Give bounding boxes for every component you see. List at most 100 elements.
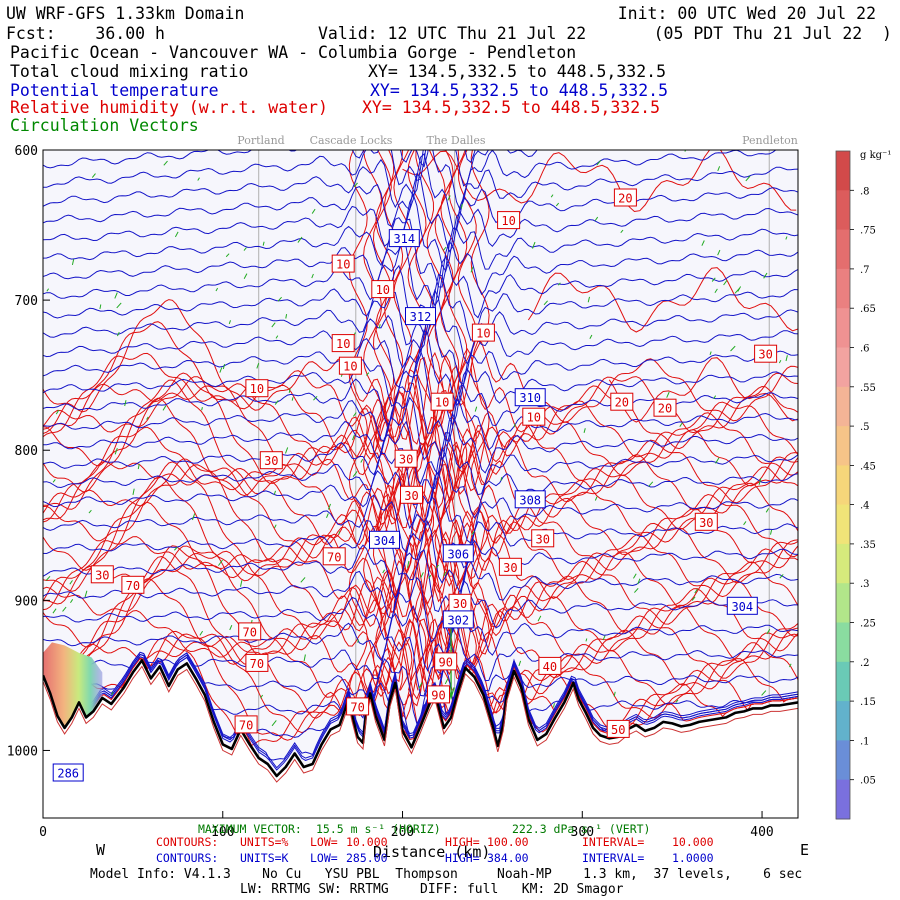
theta-contour-line xyxy=(43,470,798,554)
circulation-vector xyxy=(271,322,276,328)
circulation-vector xyxy=(137,463,140,470)
rh-contour-line xyxy=(470,150,490,691)
circulation-vector xyxy=(444,678,449,685)
circulation-vector xyxy=(55,409,60,415)
svg-text:285.00: 285.00 xyxy=(346,851,388,865)
circulation-vector xyxy=(470,266,474,273)
rh-contour-line xyxy=(43,379,798,533)
circulation-vector xyxy=(357,639,359,643)
circulation-vector xyxy=(557,282,561,286)
rh-contour-label: 30 xyxy=(448,593,472,612)
west-label: W xyxy=(96,841,106,859)
circulation-vector xyxy=(633,573,637,579)
circulation-vector xyxy=(222,363,226,370)
circulation-vector xyxy=(406,560,410,568)
circulation-vector xyxy=(327,503,331,510)
theta-contour-label-text: 286 xyxy=(57,767,79,781)
rh-contour-line xyxy=(375,150,395,691)
circulation-vector xyxy=(770,529,773,535)
rh-contour-label: 90 xyxy=(427,685,450,704)
rh-contour-line xyxy=(415,150,435,691)
circulation-vector xyxy=(297,236,303,243)
x-tick-label: 200 xyxy=(391,825,414,840)
rh-contour-label-text: 30 xyxy=(404,489,418,503)
rh-contour-label-text: 10 xyxy=(476,327,490,341)
circulation-vector xyxy=(243,247,247,251)
circulation-vector xyxy=(589,334,593,340)
circulation-vector xyxy=(717,166,721,172)
rh-contour-label-text: 30 xyxy=(453,597,467,611)
circulation-vector xyxy=(262,241,265,246)
max-vector-horiz: 15.5 m s⁻¹ (HORIZ) xyxy=(316,822,441,836)
colorbar-label: .45 xyxy=(860,461,876,472)
circulation-vector xyxy=(338,531,341,535)
colorbar-label: .7 xyxy=(860,265,870,276)
circulation-vector xyxy=(758,478,762,485)
rh-contour-label-text: 70 xyxy=(126,579,140,593)
circulation-vector xyxy=(785,236,788,240)
x-tick-label: 0 xyxy=(39,825,47,840)
circulation-vector xyxy=(62,606,67,612)
rh-contour-label: 90 xyxy=(434,652,458,671)
theta-contour-line xyxy=(43,599,798,672)
colorbar-label: .1 xyxy=(860,736,870,747)
rh-contour-label-text: 10 xyxy=(250,382,264,396)
theta-contour-line xyxy=(43,349,798,427)
valid-time: Valid: 12 UTC Thu 21 Jul 22 xyxy=(318,24,586,43)
circulation-vector xyxy=(474,406,478,412)
circulation-vector xyxy=(46,288,50,292)
circulation-vector xyxy=(284,447,289,454)
colorbar-swatch xyxy=(836,543,850,584)
svg-text:LOW=: LOW= xyxy=(310,835,338,849)
theta-contour-line xyxy=(43,622,798,697)
circulation-vector xyxy=(447,195,451,201)
circulation-vector xyxy=(778,359,782,364)
rh-contour-line xyxy=(43,578,798,707)
circulation-vector xyxy=(229,624,233,631)
theta-contour-label: 304 xyxy=(369,530,400,549)
theta-contour-info: CONTOURS: UNITS=K LOW= 285.00 HIGH= 384.… xyxy=(156,851,714,865)
colorbar-swatch xyxy=(836,308,850,348)
circulation-vector xyxy=(587,296,590,303)
circulation-vector xyxy=(583,428,586,433)
svg-text:384.00: 384.00 xyxy=(487,851,529,865)
colorbar-swatch xyxy=(836,740,850,781)
circulation-vector xyxy=(218,559,223,566)
theta-contour-line xyxy=(43,651,798,761)
circulation-vector xyxy=(192,513,196,521)
circulation-vector xyxy=(243,273,248,279)
rh-contour-label-text: 70 xyxy=(350,700,364,714)
axes: 600 700 800 900 1000 0 100 200 300 400 xyxy=(7,144,774,840)
circulation-vector xyxy=(225,253,230,258)
theta-contour-label: 310 xyxy=(514,388,546,407)
circulation-vector xyxy=(435,564,439,569)
theta-contour-line xyxy=(43,549,798,620)
svg-text:HIGH=: HIGH= xyxy=(445,851,480,865)
circulation-vector xyxy=(378,324,381,329)
cloud-field xyxy=(43,642,103,728)
circulation-vector xyxy=(789,663,792,668)
circulation-vector xyxy=(352,470,358,477)
model-info: Model Info: V4.1.3 No Cu YSU PBL Thompso… xyxy=(90,867,802,882)
rh-contour-label: 10 xyxy=(522,407,546,426)
x-tick-label: 400 xyxy=(750,825,773,840)
circulation-vector xyxy=(428,574,432,579)
contour-labels: 20 10 10 10 10 10 30 10 10 10 20 20 10 30 30 30 30 30 70 30… xyxy=(52,188,778,782)
theta-contour-line xyxy=(43,308,798,389)
rh-contour-label-text: 20 xyxy=(615,396,629,410)
circulation-vector xyxy=(513,423,516,428)
circulation-vector xyxy=(163,160,168,166)
theta-contour-label: 314 xyxy=(388,229,420,248)
colorbar-swatch xyxy=(836,583,850,623)
circulation-vector xyxy=(766,628,771,635)
circulation-vector xyxy=(84,590,88,598)
x-axis-label: Distance (km) xyxy=(373,843,490,861)
rh-contour-label: 70 xyxy=(234,715,258,734)
circulation-vector xyxy=(550,194,554,198)
circulation-vector xyxy=(311,208,316,214)
location-portland: Portland xyxy=(237,134,284,147)
theta-contour-line xyxy=(43,396,798,461)
rh-contour-line xyxy=(43,665,798,783)
field-rh-name: Relative humidity (w.r.t. water) xyxy=(10,98,328,117)
circulation-vector xyxy=(745,175,751,182)
